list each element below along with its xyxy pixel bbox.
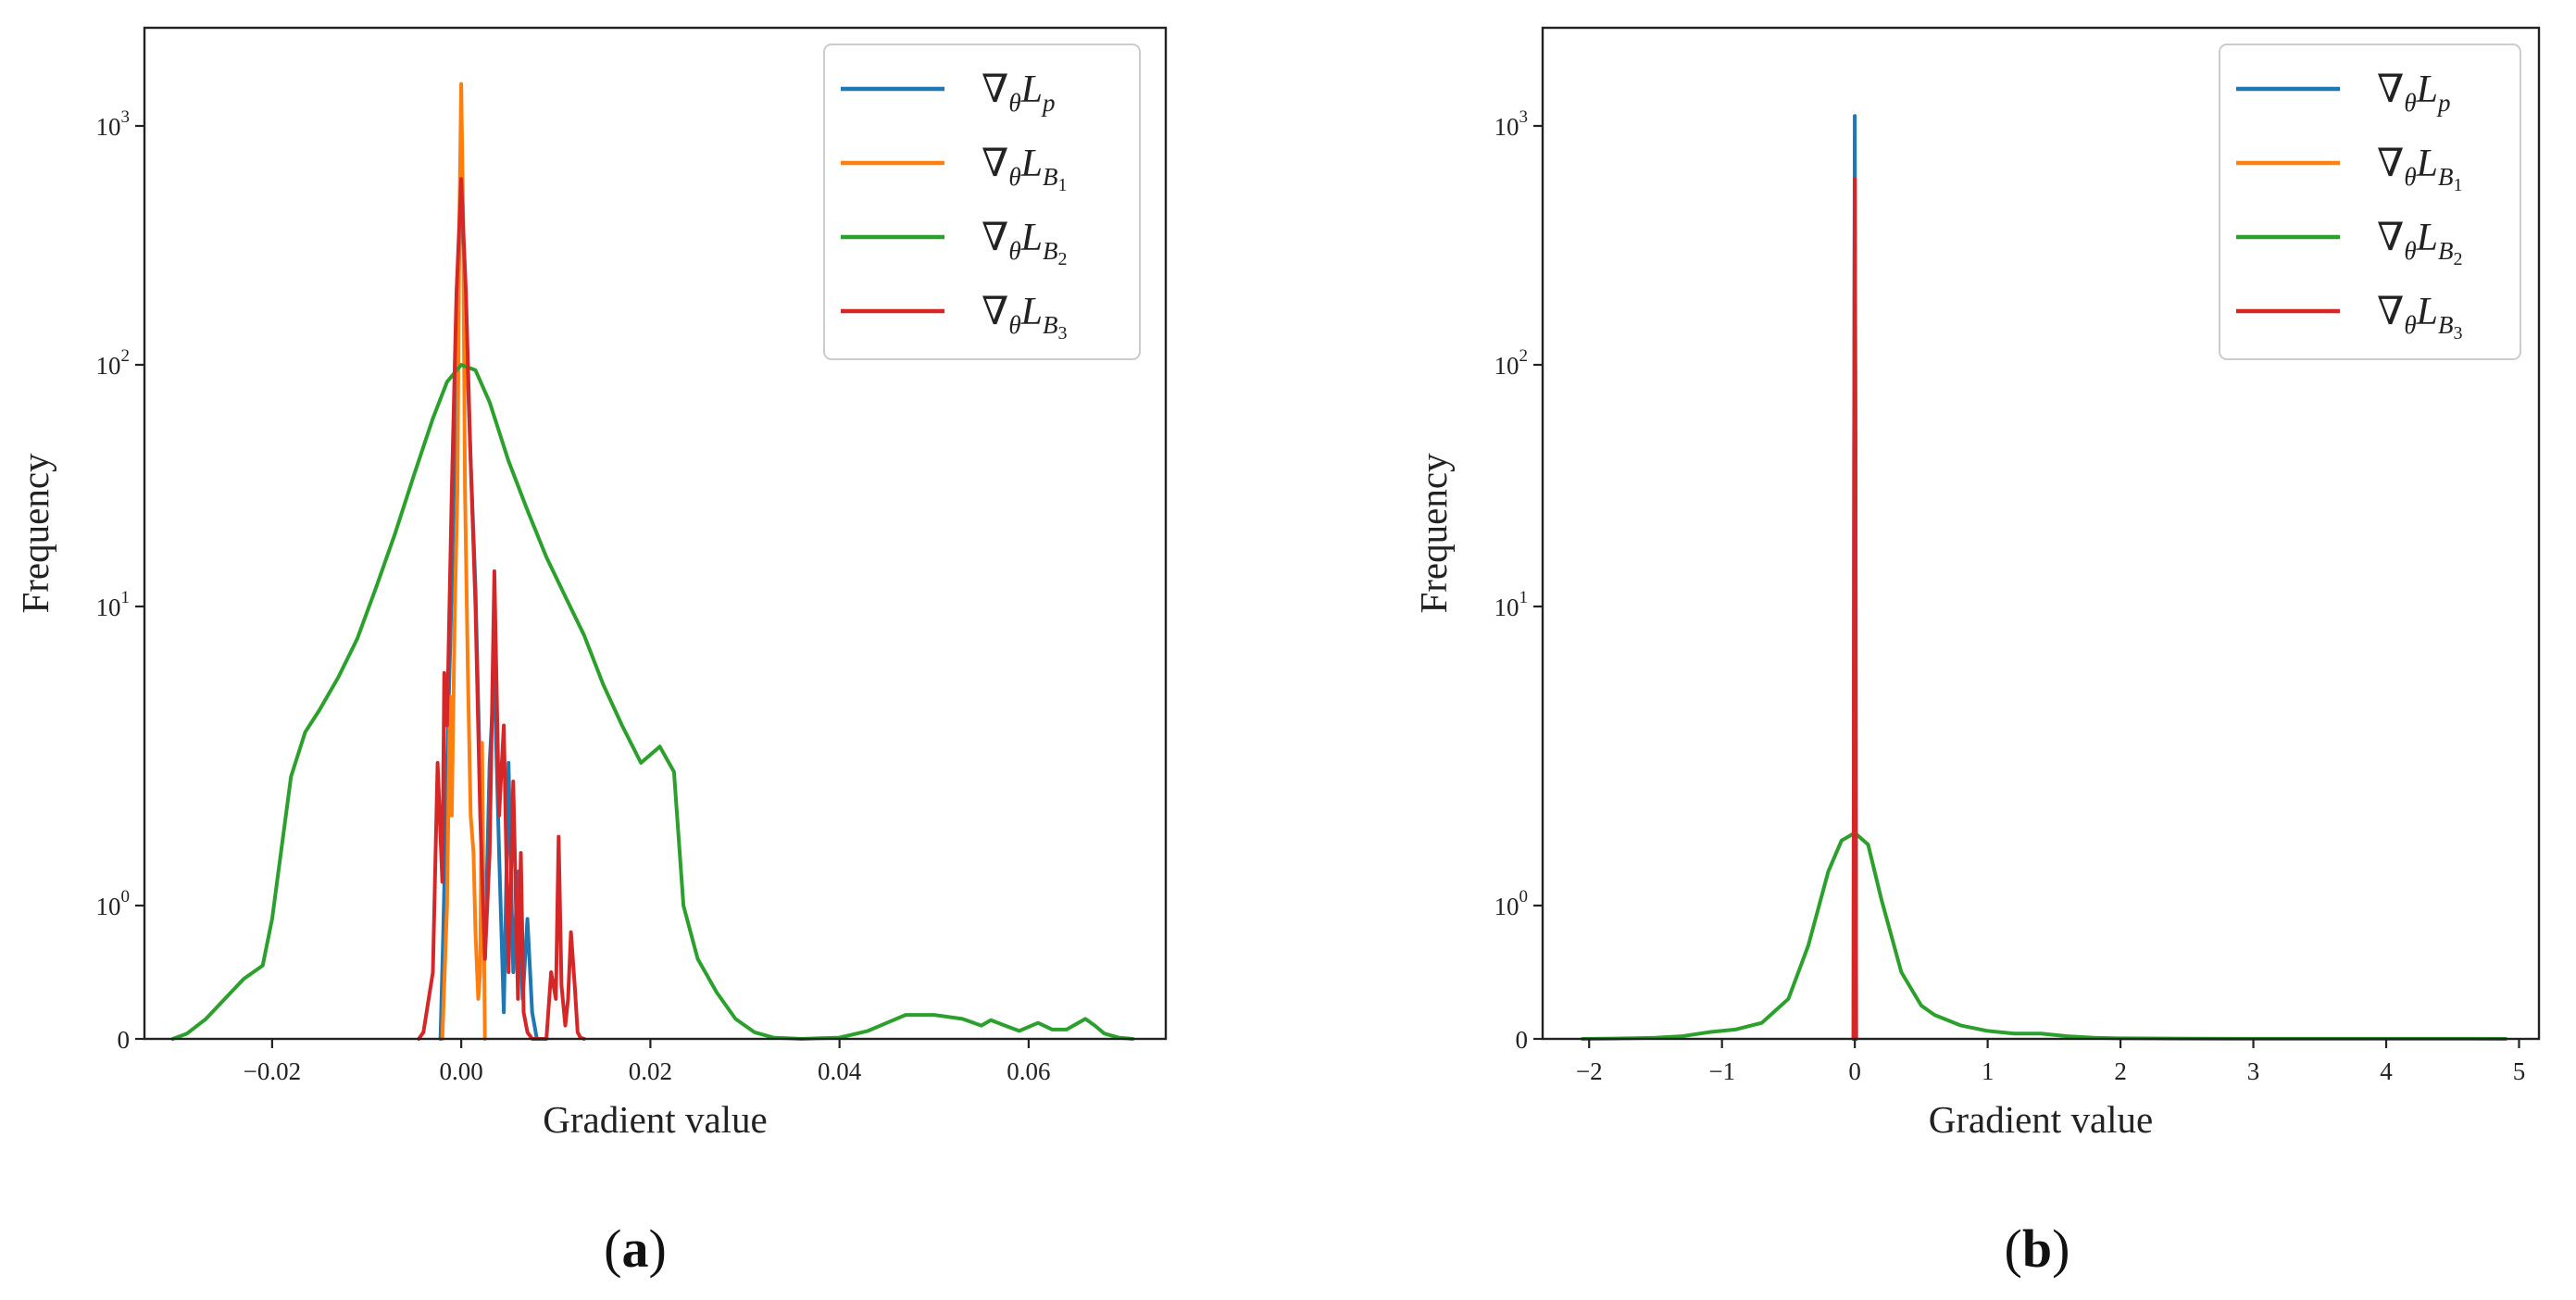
y-tick-label: 0	[1516, 1026, 1529, 1054]
y-tick-label: 102	[96, 346, 131, 380]
y-tick-label: 100	[96, 887, 131, 920]
x-tick-label: −1	[1708, 1057, 1735, 1085]
x-tick-label: −2	[1576, 1057, 1603, 1085]
legend-box	[2219, 44, 2521, 360]
y-tick-label: 100	[1494, 887, 1529, 920]
y-tick-label: 101	[96, 588, 131, 621]
panel-a: −0.02 0.00 0.02 0.04 0.06 0 100 101 102 103 Gradie…	[14, 26, 1168, 1279]
x-tick-label: −0.02	[244, 1057, 301, 1085]
panel-b: −2 −1 0 1 2 3 4 5 0 100 101 102 103 Gradient value Fre…	[1412, 26, 2541, 1279]
legend-label: ∇θLp	[2377, 69, 2450, 117]
x-tick-label: 0.06	[1007, 1057, 1050, 1085]
axes-frame	[143, 26, 1168, 1041]
y-tick-label: 0	[118, 1026, 131, 1054]
y-tick-label: 103	[96, 107, 131, 141]
x-tick-label: 0.04	[818, 1057, 862, 1085]
axes-frame	[1541, 26, 2541, 1041]
legend-box	[823, 44, 1141, 360]
x-tick-label: 0.02	[629, 1057, 672, 1085]
legend-label: ∇θLB2	[982, 217, 1067, 269]
x-tick-label: 0.00	[440, 1057, 483, 1085]
y-axis-label: Frequency	[1412, 453, 1455, 614]
series-line-green	[170, 363, 1135, 1041]
y-tick-label: 102	[1494, 346, 1529, 380]
series-line-orange	[440, 81, 487, 1041]
series-line-red	[417, 177, 586, 1041]
series-group	[170, 81, 1135, 1041]
legend-label: ∇θLB1	[2377, 143, 2462, 195]
x-tick-label: 0	[1848, 1057, 1861, 1085]
legend: ∇θLp ∇θLB1 ∇θLB2 ∇θLB3	[823, 44, 1141, 360]
series-line-red	[1851, 177, 1858, 1041]
y-tick-label: 101	[1494, 588, 1529, 621]
series-line-green	[1581, 831, 2508, 1041]
x-tick-label: 5	[2513, 1057, 2526, 1085]
legend: ∇θLp ∇θLB1 ∇θLB2 ∇θLB3	[2219, 44, 2521, 360]
y-axis-label: Frequency	[14, 453, 56, 614]
x-tick-label: 1	[1982, 1057, 1995, 1085]
x-tick-label: 2	[2114, 1057, 2127, 1085]
legend-label: ∇θLB2	[2377, 217, 2462, 269]
x-tick-label: 4	[2380, 1057, 2393, 1085]
legend-label: ∇θLB1	[982, 143, 1067, 195]
subfigure-label: (b)	[2005, 1219, 2070, 1279]
x-tick-label: 3	[2247, 1057, 2260, 1085]
legend-label: ∇θLB3	[982, 291, 1067, 344]
x-axis-label: Gradient value	[543, 1098, 767, 1141]
subfigure-label: (a)	[604, 1219, 667, 1279]
y-tick-label: 103	[1494, 107, 1529, 141]
x-axis-label: Gradient value	[1929, 1098, 2153, 1141]
legend-label: ∇θLB3	[2377, 291, 2462, 344]
legend-label: ∇θLp	[982, 69, 1055, 117]
